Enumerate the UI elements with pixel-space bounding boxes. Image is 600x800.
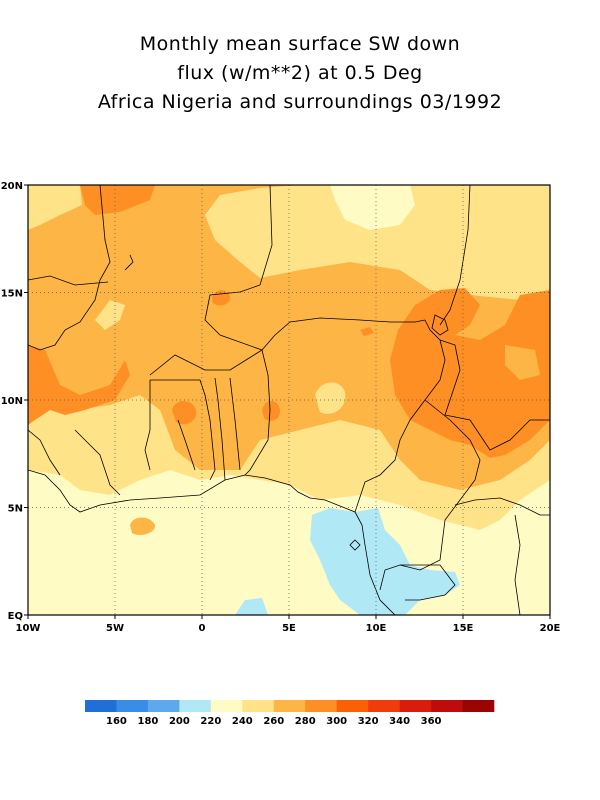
legend-label: 240 (232, 716, 253, 727)
band-300-320-patch-b (262, 401, 281, 421)
border-mauritania-mali (28, 185, 111, 351)
border-cameroon-car (379, 399, 481, 591)
legend-swatch (431, 700, 463, 712)
y-tick-label: 15N (1, 289, 23, 300)
lake-feature-a (124, 254, 134, 271)
x-tick-label: 10E (366, 623, 387, 634)
border-benin-nigeria (244, 349, 271, 476)
band-300-320-nw (80, 185, 155, 215)
band-280-300-atlantic (130, 517, 156, 536)
border-cote-west (144, 380, 151, 471)
contour-field (28, 185, 550, 615)
island-bioko (349, 539, 361, 551)
legend-label: 220 (200, 716, 221, 727)
coastline (28, 469, 396, 615)
legend-label: 360 (421, 716, 442, 727)
lake-chad (431, 314, 449, 336)
axis-ticks: 10W 5W 0 5E 10E 15E 20E EQ 5N 10N 15N 20N (1, 181, 561, 634)
map-title: Monthly mean surface SW down flux (w/m**… (0, 30, 600, 117)
band-260-280-north (205, 185, 550, 300)
legend-label: 200 (169, 716, 190, 727)
border-gabon (400, 564, 456, 601)
border-mali-niger (204, 185, 273, 351)
x-tick-label: 20E (540, 623, 561, 634)
band-260-280-patch-a (95, 300, 125, 330)
band-300-320-patch-a (172, 401, 197, 425)
border-benin-west (229, 377, 241, 471)
y-tick-label: 10N (1, 396, 23, 407)
y-tick-label: 20N (1, 181, 23, 192)
border-senegal (28, 275, 109, 286)
border-burkina (149, 349, 263, 376)
legend-swatch (336, 700, 369, 712)
legend-swatch (210, 700, 243, 712)
band-280-300-chad-hole (505, 345, 540, 380)
legend-swatch (399, 700, 432, 712)
country-borders (28, 185, 550, 615)
band-200-220-cameroon (310, 508, 460, 615)
title-line-2: flux (w/m**2) at 0.5 Deg (177, 62, 423, 84)
x-tick-label: 10W (16, 623, 41, 634)
x-tick-label: 5W (106, 623, 124, 634)
grid-lines (28, 185, 550, 615)
legend-swatch (147, 700, 180, 712)
legend-label: 300 (326, 716, 347, 727)
border-chad-car (439, 339, 550, 451)
band-260-280-nw (28, 185, 82, 230)
band-300-320-patch-d (360, 327, 374, 336)
band-260-280-patch-b (315, 382, 346, 414)
legend-label: 340 (389, 716, 410, 727)
legend-swatch (273, 700, 306, 712)
border-togo (214, 377, 226, 481)
band-300-320-west (28, 345, 130, 425)
legend-label: 280 (295, 716, 316, 727)
x-tick-label: 5E (282, 623, 296, 634)
x-tick-label: 0 (199, 623, 206, 634)
y-tick-label: EQ (8, 611, 23, 622)
lake-volta (177, 419, 196, 471)
legend-swatch (305, 700, 337, 712)
legend-label: 160 (106, 716, 127, 727)
border-guinea (28, 429, 61, 476)
border-niger-chad (439, 185, 471, 326)
title-line-3: Africa Nigeria and surroundings 03/1992 (97, 91, 503, 113)
border-nigeria-cameroon (354, 319, 446, 513)
band-200-220-south (235, 598, 268, 615)
legend-swatch (116, 700, 149, 712)
border-car-congo (454, 497, 550, 516)
color-legend: 160 180 200 220 240 260 280 300 320 340 360 (85, 700, 495, 727)
x-tick-label: 15E (453, 623, 474, 634)
legend-swatch (368, 700, 400, 712)
legend-label: 180 (137, 716, 158, 727)
legend-swatch (179, 700, 212, 712)
border-congo-drc (514, 514, 521, 615)
border-niger-nigeria (261, 317, 426, 351)
y-tick-label: 5N (8, 504, 23, 515)
legend-label: 260 (263, 716, 284, 727)
border-cote-ghana (150, 379, 216, 481)
title-line-1: Monthly mean surface SW down (139, 33, 461, 55)
legend-swatch (242, 700, 275, 712)
band-240-260-se (508, 540, 550, 615)
legend-label: 320 (358, 716, 379, 727)
legend-swatch (462, 700, 495, 712)
legend-swatch (85, 700, 117, 712)
band-240-260-north (330, 185, 415, 230)
border-liberia (74, 429, 121, 496)
